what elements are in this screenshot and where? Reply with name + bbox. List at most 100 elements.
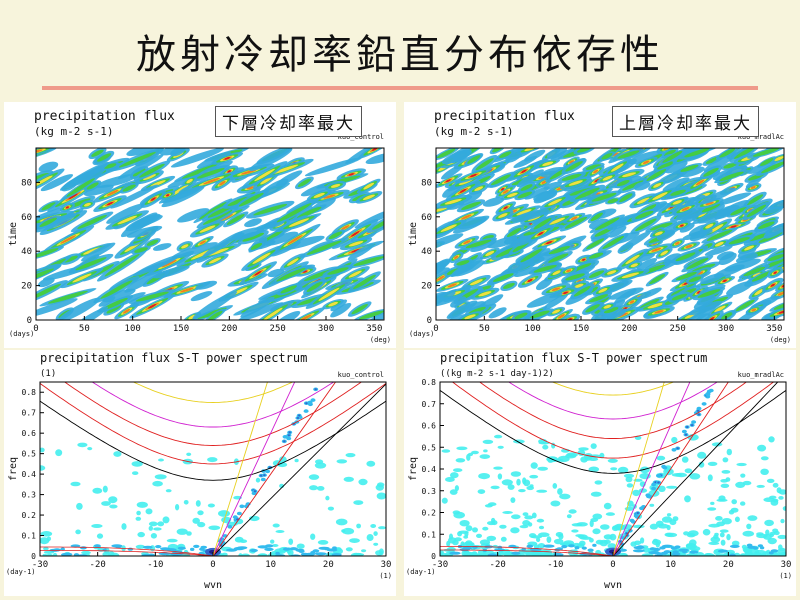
x-tick-label: -20 — [90, 560, 106, 570]
x-tick-label: -10 — [147, 560, 163, 570]
kelvin-line — [612, 382, 665, 556]
hovmoller-chart: precipitation flux(kg m-2 s-1) kuo_mradlA… — [408, 109, 791, 344]
x-tick-label: -20 — [490, 560, 506, 570]
y-tick-label: 60 — [21, 213, 32, 223]
x-unit: (deg) — [370, 336, 391, 344]
x-tick-label: 200 — [221, 324, 237, 334]
x-unit: (1) — [379, 572, 392, 580]
y-tick-label: 0.1 — [22, 532, 37, 541]
x-tick-label: 250 — [670, 324, 686, 334]
y-tick-label: 0.4 — [422, 465, 437, 474]
y-tick-label: 0.6 — [22, 429, 37, 438]
chart-title: precipitation flux S-T power spectrum — [40, 351, 307, 365]
x-tick-label: 350 — [766, 324, 782, 334]
dispersion-curve — [478, 382, 748, 439]
x-tick-label: 10 — [265, 560, 276, 570]
y-tick-label: 0.2 — [422, 509, 437, 518]
chart-units: ((kg m-2 s-1 day-1)2) — [440, 369, 554, 379]
precip-field — [36, 148, 384, 320]
x-tick-label: 0 — [210, 560, 215, 570]
y-tick-label: 0.5 — [422, 443, 437, 452]
y-tick-label: 0.8 — [22, 388, 37, 397]
x-unit: (1) — [779, 572, 792, 580]
chart-title: precipitation flux — [34, 109, 175, 124]
dispersion-curve — [551, 382, 675, 396]
dispersion-curve — [440, 390, 786, 474]
dispersion-curve — [40, 400, 386, 481]
y-tick-label: 40 — [21, 247, 32, 257]
x-tick-label: 10 — [665, 560, 676, 570]
dispersion-curve — [40, 383, 386, 465]
x-tick-label: 300 — [318, 324, 334, 334]
kelvin-line — [612, 382, 691, 556]
plot-frame — [35, 147, 385, 321]
x-tick-label: 200 — [621, 324, 637, 334]
slide-title: 放射冷却率鉛直分布依存性 — [136, 32, 664, 78]
hovmoller-panel-mradl: precipitation flux (kg m-2 s-1) kuo_mradlA… — [404, 102, 796, 348]
hovmoller-chart: precipitation flux(kg m-2 s-1) kuo_contro… — [8, 109, 391, 344]
spectrum-chart: precipitation flux S-T power spectrum ((k… — [406, 351, 792, 591]
x-tick-label: 250 — [270, 324, 286, 334]
power-field — [40, 382, 386, 556]
run-name: kuo_mradlAc — [738, 371, 784, 379]
x-axis-label: wvn — [204, 580, 222, 591]
y-tick-label: 40 — [421, 247, 432, 257]
y-tick-label: 20 — [21, 282, 32, 292]
kelvin-line — [612, 382, 729, 556]
y-tick-label: 20 — [421, 282, 432, 292]
rossby-curve — [40, 546, 214, 556]
kelvin-line — [612, 382, 779, 556]
x-tick-label: 150 — [573, 324, 589, 334]
x-tick-label: 300 — [718, 324, 734, 334]
kelvin-line — [212, 382, 296, 556]
y-axis-label: time — [408, 222, 419, 246]
x-tick-label: 150 — [173, 324, 189, 334]
dispersion-curve — [451, 382, 775, 459]
x-tick-label: 30 — [781, 560, 792, 570]
y-unit: (days) — [409, 330, 434, 338]
kelvin-line — [212, 383, 386, 556]
y-tick-label: 0.5 — [22, 450, 37, 459]
x-axis-label: wvn — [604, 580, 622, 591]
y-tick-label: 60 — [421, 213, 432, 223]
label-lower-cooling-max: 下層冷却率最大 — [215, 106, 362, 137]
dispersion-curve — [132, 382, 294, 403]
y-tick-label: 80 — [421, 178, 432, 188]
x-tick-label: 50 — [79, 324, 90, 334]
title-underline — [42, 86, 758, 90]
run-name: kuo_mradlAc — [738, 133, 784, 141]
y-tick-label: 0.1 — [422, 530, 437, 539]
y-tick-label: 0.7 — [422, 400, 437, 409]
x-tick-label: 100 — [125, 324, 141, 334]
y-axis-label: freq — [8, 457, 19, 481]
dispersion-curve — [63, 382, 363, 446]
dispersion-curve — [91, 382, 335, 428]
y-tick-label: 0 — [31, 552, 36, 561]
rossby-curve — [440, 549, 614, 556]
y-tick-label: 0.6 — [422, 422, 437, 431]
chart-title: precipitation flux — [434, 109, 575, 124]
x-tick-label: 350 — [366, 324, 382, 334]
y-tick-label: 0.8 — [422, 378, 437, 387]
x-tick-label: 0 — [33, 324, 38, 334]
chart-units: (kg m-2 s-1) — [34, 125, 113, 138]
y-tick-label: 0.4 — [22, 470, 37, 479]
x-tick-label: 0 — [433, 324, 438, 334]
x-tick-label: 20 — [323, 560, 334, 570]
x-tick-label: -10 — [547, 560, 563, 570]
run-name: kuo_control — [338, 133, 384, 141]
y-axis-label: freq — [408, 457, 419, 481]
chart-units: (kg m-2 s-1) — [434, 125, 513, 138]
plot-frame — [435, 147, 785, 321]
kelvin-line — [212, 382, 268, 556]
spectrum-panel-control: precipitation flux S-T power spectrum (1)… — [4, 350, 396, 596]
hovmoller-panel-control: precipitation flux (kg m-2 s-1) kuo_contro… — [4, 102, 396, 348]
y-tick-label: 0 — [427, 316, 432, 326]
x-tick-label: -30 — [32, 560, 48, 570]
x-tick-label: -30 — [432, 560, 448, 570]
kelvin-line — [212, 382, 337, 556]
x-tick-label: 20 — [723, 560, 734, 570]
dispersion-curve — [507, 382, 719, 420]
label-upper-cooling-max: 上層冷却率最大 — [612, 106, 759, 137]
y-tick-label: 0.7 — [22, 409, 37, 418]
